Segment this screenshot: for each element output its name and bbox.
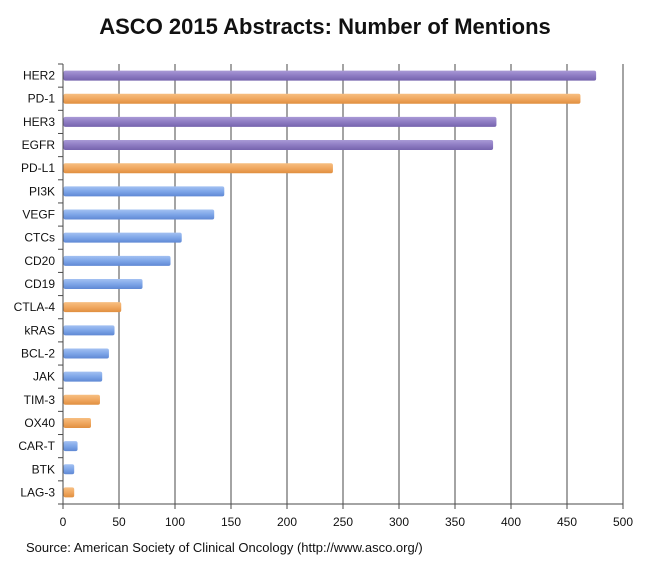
bar-egfr bbox=[63, 140, 494, 151]
x-tick-label: 400 bbox=[501, 515, 521, 529]
category-label: OX40 bbox=[24, 416, 55, 430]
axes bbox=[58, 63, 624, 509]
category-label: HER2 bbox=[23, 69, 55, 83]
x-tick-label: 500 bbox=[613, 515, 633, 529]
category-label: HER3 bbox=[23, 115, 55, 129]
x-tick-label: 150 bbox=[221, 515, 241, 529]
category-label: CTLA-4 bbox=[14, 300, 56, 314]
x-tick-label: 50 bbox=[112, 515, 126, 529]
bar-her3 bbox=[63, 116, 497, 127]
bar-kras bbox=[63, 325, 115, 336]
category-label: CD19 bbox=[24, 277, 55, 291]
bar-pi3k bbox=[63, 186, 225, 197]
source-note: Source: American Society of Clinical Onc… bbox=[26, 540, 423, 555]
category-label: BCL-2 bbox=[21, 346, 55, 360]
bar-jak bbox=[63, 371, 103, 382]
bar-pd-1 bbox=[63, 93, 581, 104]
category-labels: HER2 PD-1 HER3 EGFR PD-L1 PI3K VEGF CTCs CD20 CD1… bbox=[14, 69, 56, 500]
bar-pd-l1 bbox=[63, 163, 333, 174]
category-label: JAK bbox=[33, 370, 55, 384]
bar-vegf bbox=[63, 209, 215, 220]
bar-cd19 bbox=[63, 279, 143, 289]
category-label: EGFR bbox=[22, 138, 56, 152]
category-label: LAG-3 bbox=[20, 485, 55, 499]
x-tick-label: 250 bbox=[333, 515, 353, 529]
chart-title: ASCO 2015 Abstracts: Number of Mentions bbox=[99, 14, 551, 39]
x-tick-label: 350 bbox=[445, 515, 465, 529]
category-label: PI3K bbox=[29, 184, 55, 198]
x-tick-labels: 0 50 100 150 200 250 300 350 400 450 500 bbox=[60, 515, 634, 529]
bar-btk bbox=[63, 464, 75, 475]
bars bbox=[63, 70, 597, 498]
bar-bcl-2 bbox=[63, 348, 109, 359]
x-tick-label: 0 bbox=[60, 515, 67, 529]
gridlines bbox=[118, 64, 624, 504]
bar-lag-3 bbox=[63, 487, 75, 498]
x-tick-label: 450 bbox=[557, 515, 577, 529]
bar-ctla-4 bbox=[63, 302, 122, 313]
category-label: kRAS bbox=[24, 323, 55, 337]
category-label: PD-1 bbox=[28, 92, 56, 106]
bar-ctcs bbox=[63, 232, 182, 243]
category-label: BTK bbox=[32, 462, 55, 476]
bar-her2 bbox=[63, 70, 597, 81]
category-label: TIM-3 bbox=[24, 393, 56, 407]
category-label: PD-L1 bbox=[21, 161, 55, 175]
category-label: CTCs bbox=[24, 231, 55, 245]
category-label: CD20 bbox=[24, 254, 55, 268]
x-tick-label: 300 bbox=[389, 515, 409, 529]
bar-tim-3 bbox=[63, 394, 100, 405]
x-tick-label: 100 bbox=[165, 515, 185, 529]
category-label: CAR-T bbox=[18, 439, 55, 453]
bar-ox40 bbox=[63, 417, 91, 428]
bar-cd20 bbox=[63, 255, 171, 266]
x-tick-label: 200 bbox=[277, 515, 297, 529]
category-label: VEGF bbox=[22, 208, 55, 222]
bar-car-t bbox=[63, 441, 78, 452]
